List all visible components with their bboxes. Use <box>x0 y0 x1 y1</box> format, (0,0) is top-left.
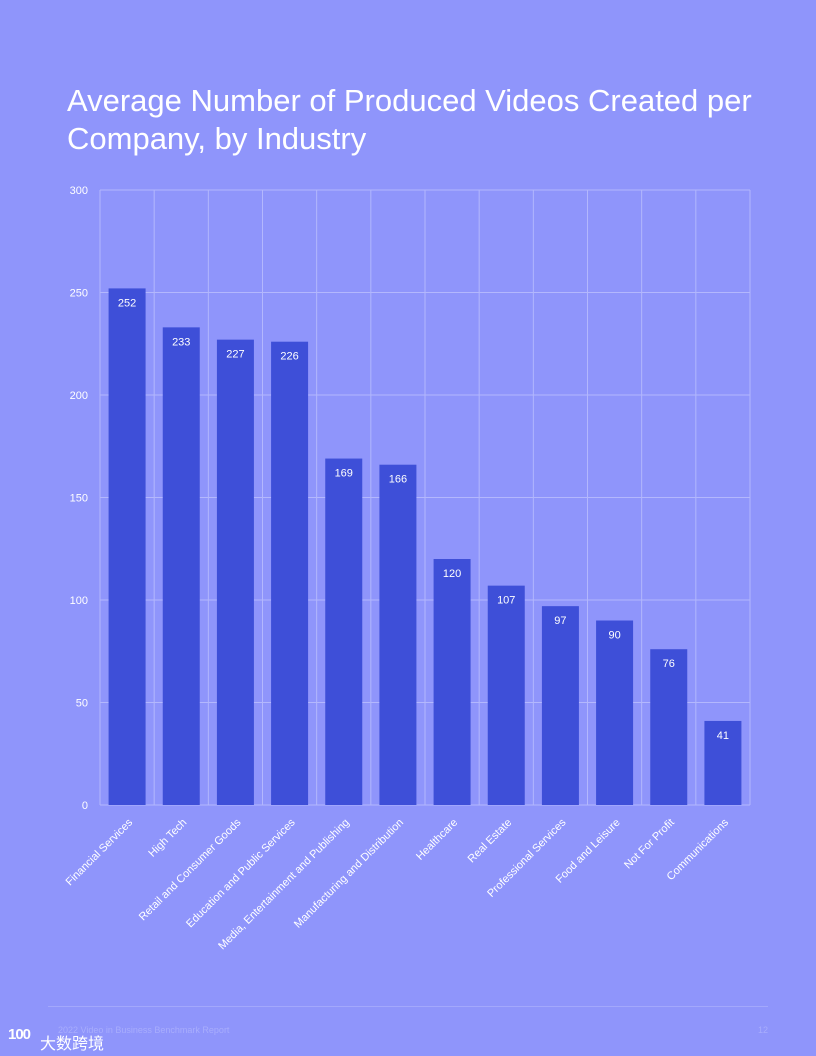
y-tick-label: 150 <box>70 493 88 505</box>
x-tick-label: High Tech <box>146 817 189 860</box>
bar <box>650 649 688 805</box>
bar <box>541 606 579 805</box>
bar-value-label: 90 <box>608 630 620 642</box>
bar-value-label: 97 <box>554 615 566 627</box>
bar <box>487 585 525 805</box>
footer-report-name: 2022 Video in Business Benchmark Report <box>58 1025 230 1035</box>
y-tick-label: 100 <box>70 595 88 607</box>
bar <box>433 559 471 805</box>
x-tick-label: Real Estate <box>466 817 515 866</box>
bar <box>216 339 254 805</box>
x-tick-label: Education and Public Services <box>184 816 298 930</box>
y-tick-label: 300 <box>70 185 88 197</box>
chart-title: Average Number of Produced Videos Create… <box>67 83 752 156</box>
x-tick-label: Not For Profit <box>622 817 677 872</box>
watermark-logo: 100 <box>8 1026 31 1043</box>
bar-value-label: 76 <box>663 658 675 670</box>
bar <box>325 458 363 805</box>
bar-value-label: 227 <box>226 349 244 361</box>
x-tick-label: Healthcare <box>414 817 460 863</box>
y-tick-label: 50 <box>76 698 88 710</box>
bar-value-label: 233 <box>172 336 190 348</box>
x-tick-label: Manufacturing and Distribution <box>292 817 406 931</box>
footer-divider <box>48 1006 768 1007</box>
bar <box>596 620 634 805</box>
y-tick-label: 0 <box>82 800 88 812</box>
bar-value-label: 166 <box>389 474 407 486</box>
x-tick-label: Financial Services <box>64 816 136 888</box>
bar-chart: 0 50 100 150 200 250 300 252 Financial Services 2… <box>64 185 751 952</box>
bar-value-label: 41 <box>717 730 729 742</box>
bar-value-label: 107 <box>497 595 515 607</box>
page-number: 12 <box>757 1025 768 1035</box>
bar <box>108 288 146 805</box>
bar-value-label: 120 <box>443 568 461 580</box>
bar <box>271 341 309 805</box>
bar <box>162 327 200 805</box>
y-tick-label: 200 <box>70 390 88 402</box>
bar-value-label: 226 <box>280 351 298 363</box>
bar-value-label: 252 <box>118 297 136 309</box>
bar <box>704 720 742 805</box>
bar <box>379 464 417 805</box>
x-tick-label: Retail and Consumer Goods <box>137 816 244 923</box>
watermark-text: 大数跨境 <box>40 1036 105 1053</box>
y-tick-label: 250 <box>70 288 88 300</box>
bar-value-label: 169 <box>335 468 353 480</box>
